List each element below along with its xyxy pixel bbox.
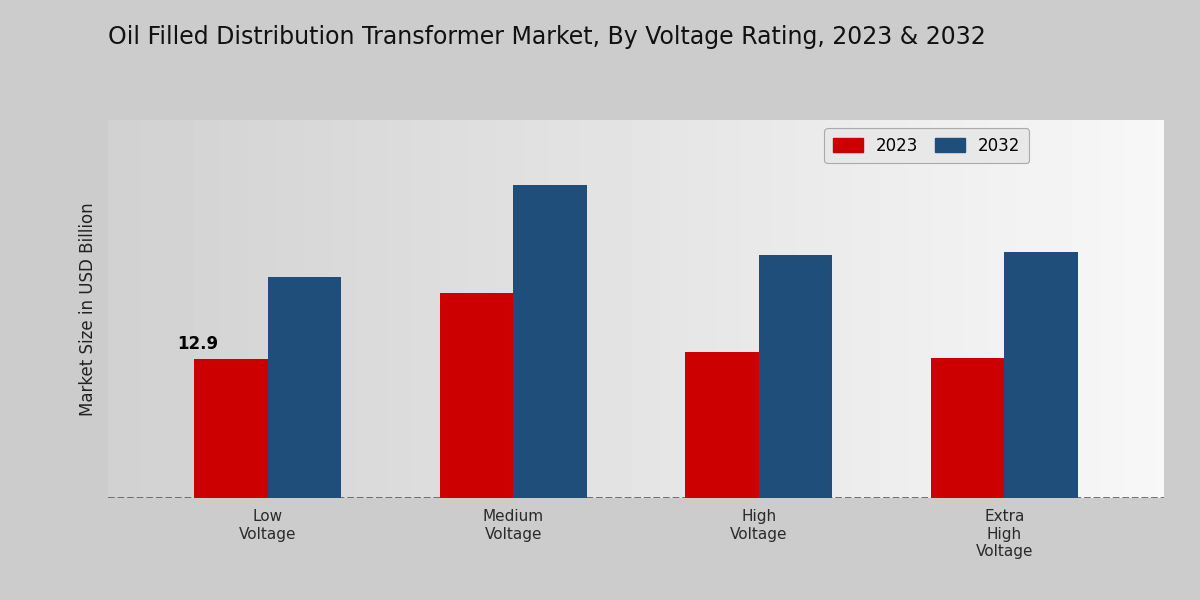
- Bar: [439, 293, 514, 498]
- Bar: [514, 185, 587, 498]
- Bar: [194, 359, 268, 498]
- Text: 12.9: 12.9: [178, 335, 218, 353]
- Bar: [1004, 252, 1078, 498]
- Bar: [931, 358, 1004, 498]
- Text: Oil Filled Distribution Transformer Market, By Voltage Rating, 2023 & 2032: Oil Filled Distribution Transformer Mark…: [108, 25, 985, 49]
- Bar: [758, 255, 833, 498]
- Legend: 2023, 2032: 2023, 2032: [824, 128, 1028, 163]
- Bar: [268, 277, 341, 498]
- Bar: [685, 352, 758, 498]
- Y-axis label: Market Size in USD Billion: Market Size in USD Billion: [79, 202, 97, 416]
